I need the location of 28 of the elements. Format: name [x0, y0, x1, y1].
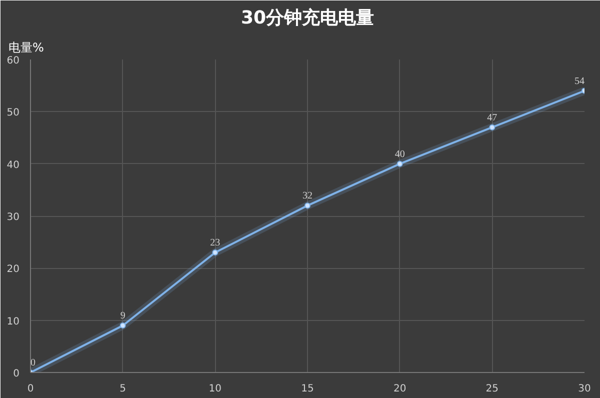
data-label: 54: [574, 76, 584, 87]
point: [212, 250, 218, 256]
y-tick-label: 0: [13, 368, 20, 380]
y-axis-title: 电量%: [8, 40, 44, 54]
data-label: 40: [394, 148, 405, 160]
y-tick-label: 30: [6, 212, 20, 223]
data-label: 0: [30, 358, 36, 368]
y-tick-label: 40: [6, 160, 20, 171]
chart-title: 30分钟充电电量: [240, 8, 374, 28]
x-tick-label: 15: [301, 384, 314, 394]
x-tick-label: 30: [578, 384, 591, 394]
data-label: 23: [210, 238, 220, 249]
y-tick-label: 20: [6, 264, 20, 276]
x-tick-label: 10: [208, 384, 222, 394]
data-label: 32: [302, 190, 312, 202]
x-tick-label: 0: [27, 384, 34, 394]
y-tick-label: 50: [6, 108, 20, 119]
y-tick-label: 60: [6, 56, 20, 66]
point: [304, 202, 310, 209]
x-tick-label: 20: [393, 384, 406, 394]
point: [396, 160, 403, 167]
x-tick-label: 5: [120, 384, 126, 394]
point: [120, 322, 126, 329]
point: [489, 124, 496, 130]
data-label: 9: [120, 310, 126, 322]
x-tick-label: 25: [486, 384, 499, 394]
y-tick-label: 10: [6, 316, 20, 328]
data-label: 47: [487, 112, 498, 124]
